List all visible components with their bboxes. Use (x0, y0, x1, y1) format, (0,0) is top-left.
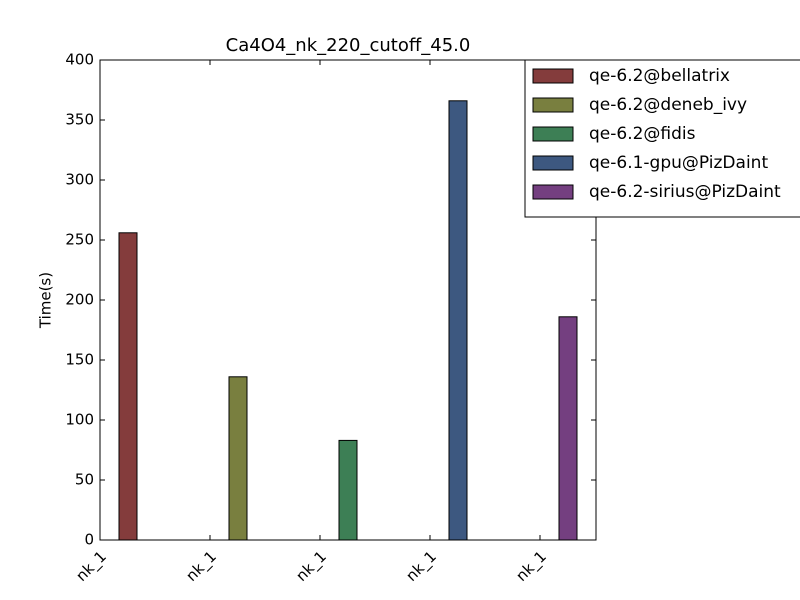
bar (228, 376, 248, 541)
x-tick-label: nk_1 (402, 547, 440, 585)
bar (448, 100, 468, 541)
x-tick-label: nk_1 (182, 547, 220, 585)
legend-label: qe-6.2@fidis (589, 124, 696, 144)
x-tick-label: nk_1 (512, 547, 550, 585)
bar (118, 232, 138, 541)
chart-title: Ca4O4_nk_220_cutoff_45.0 (226, 35, 471, 56)
legend-swatch (532, 126, 574, 142)
y-tick-label: 100 (65, 411, 94, 429)
y-tick-label: 350 (65, 111, 94, 129)
bar (338, 439, 358, 541)
y-tick-label: 200 (65, 291, 94, 309)
y-tick-label: 300 (65, 171, 94, 189)
y-tick-label: 400 (65, 51, 94, 69)
legend-swatch (532, 68, 574, 84)
plot-frame (99, 59, 597, 541)
legend-label: qe-6.2@bellatrix (589, 66, 730, 86)
legend-label: qe-6.1-gpu@PizDaint (589, 153, 768, 173)
legend-label: qe-6.2@deneb_ivy (589, 95, 747, 115)
x-tick-label: nk_1 (72, 547, 110, 585)
legend-swatch (532, 155, 574, 171)
y-tick-label: 0 (84, 531, 94, 549)
y-axis-label: Time(s) (37, 272, 55, 329)
bar (558, 316, 578, 541)
y-tick-label: 50 (75, 471, 94, 489)
legend-swatch (532, 97, 574, 113)
x-tick-label: nk_1 (292, 547, 330, 585)
legend-label: qe-6.2-sirius@PizDaint (589, 182, 781, 202)
y-tick-label: 150 (65, 351, 94, 369)
y-tick-label: 250 (65, 231, 94, 249)
legend-swatch (532, 184, 574, 200)
